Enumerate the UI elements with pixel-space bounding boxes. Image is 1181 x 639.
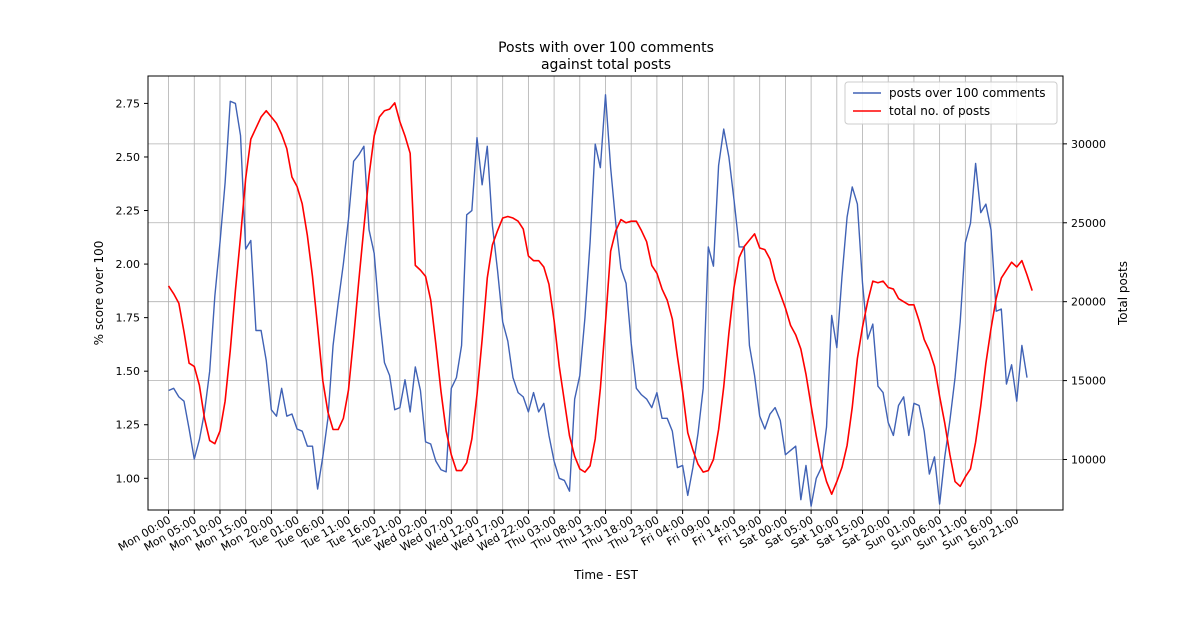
y-right-tick-label: 25000: [1071, 217, 1106, 230]
y-right-tick-label: 10000: [1071, 453, 1106, 466]
y-left-tick-label: 2.75: [116, 97, 141, 110]
legend-box: [844, 81, 1058, 125]
y-left-tick-label: 1.50: [116, 365, 141, 378]
legend-label-total-posts: total no. of posts: [889, 104, 990, 118]
y-right-tick-label: 15000: [1071, 375, 1106, 388]
y-axis-left: 1.00 1.25 1.50 1.75 2.00 2.25 2.50 2.75: [116, 97, 148, 485]
y-left-tick-label: 1.75: [116, 312, 141, 325]
series-layer: [167, 94, 1033, 507]
legend-label-posts-over-100: posts over 100 comments: [889, 86, 1046, 100]
series-line-posts-over-100: [168, 94, 1028, 507]
y-right-tick-label: 30000: [1071, 138, 1106, 151]
y-left-tick-label: 2.25: [116, 205, 141, 218]
x-axis-label: Time - EST: [573, 568, 639, 582]
y-axis-right-label: Total posts: [1116, 261, 1130, 326]
y-axis-left-label: % score over 100: [92, 241, 106, 346]
y-left-tick-label: 1.25: [116, 419, 141, 432]
series-line-total-posts: [167, 102, 1033, 496]
y-left-tick-label: 2.50: [116, 151, 141, 164]
chart-title-line1: Posts with over 100 comments: [498, 40, 714, 56]
y-left-tick-label: 1.00: [116, 472, 141, 485]
y-axis-right: 10000 15000 20000 25000 30000: [1063, 138, 1106, 466]
y-right-tick-label: 20000: [1071, 296, 1106, 309]
chart-title-line2: against total posts: [541, 57, 671, 73]
y-left-tick-label: 2.00: [116, 258, 141, 271]
legend: posts over 100 comments total no. of pos…: [844, 81, 1058, 125]
